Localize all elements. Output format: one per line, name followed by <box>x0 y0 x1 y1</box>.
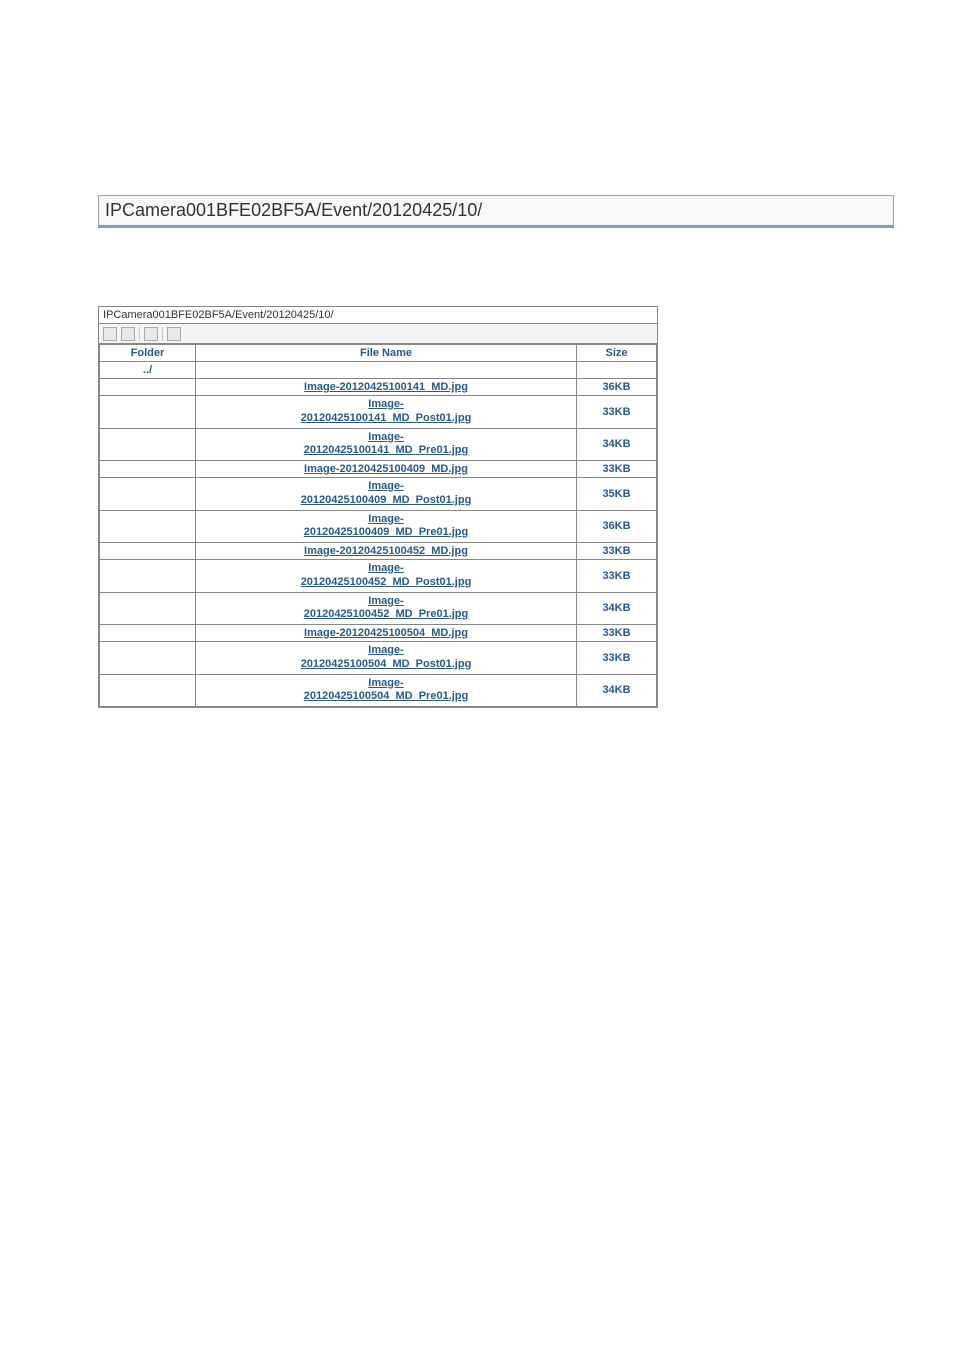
cell-folder <box>100 560 196 593</box>
file-link[interactable]: Image-20120425100504_MD_Pre01.jpg <box>304 677 469 703</box>
cell-size: 34KB <box>577 592 657 625</box>
table-row: Image-20120425100409_MD_Pre01.jpg 36KB <box>100 510 657 543</box>
cell-size: 34KB <box>577 428 657 461</box>
cell-filename: Image-20120425100452_MD_Post01.jpg <box>196 560 577 593</box>
up-link[interactable]: ../ <box>143 364 152 376</box>
cell-folder <box>100 625 196 642</box>
cell-folder <box>100 478 196 511</box>
cell-size: 33KB <box>577 461 657 478</box>
cell-folder <box>100 428 196 461</box>
cell-size: 33KB <box>577 642 657 675</box>
cell-folder-up[interactable]: ../ <box>100 362 196 379</box>
browser-toolbar <box>99 324 657 344</box>
cell-filename: Image-20120425100504_MD.jpg <box>196 625 577 642</box>
table-row: Image-20120425100141_MD_Pre01.jpg 34KB <box>100 428 657 461</box>
cell-size: 36KB <box>577 510 657 543</box>
file-link[interactable]: Image-20120425100409_MD_Post01.jpg <box>301 480 472 506</box>
cell-size: 33KB <box>577 543 657 560</box>
table-row: Image-20120425100141_MD.jpg 36KB <box>100 379 657 396</box>
path-header: IPCamera001BFE02BF5A/Event/20120425/10/ <box>98 195 894 228</box>
file-link[interactable]: Image-20120425100452_MD_Pre01.jpg <box>304 595 469 621</box>
file-link[interactable]: Image-20120425100504_MD.jpg <box>304 627 468 639</box>
cell-folder <box>100 592 196 625</box>
cell-folder <box>100 674 196 707</box>
table-row-up: ../ <box>100 362 657 379</box>
cell-filename: Image-20120425100141_MD_Pre01.jpg <box>196 428 577 461</box>
file-link[interactable]: Image-20120425100409_MD_Pre01.jpg <box>304 513 469 539</box>
table-row: Image-20120425100504_MD_Pre01.jpg 34KB <box>100 674 657 707</box>
file-link[interactable]: Image-20120425100452_MD.jpg <box>304 545 468 557</box>
cell-filename-empty <box>196 362 577 379</box>
home-icon[interactable] <box>121 327 135 341</box>
table-header-row: Folder File Name Size <box>100 345 657 362</box>
cell-filename: Image-20120425100141_MD_Post01.jpg <box>196 396 577 429</box>
cell-size: 35KB <box>577 478 657 511</box>
file-link[interactable]: Image-20120425100141_MD.jpg <box>304 381 468 393</box>
cell-size: 36KB <box>577 379 657 396</box>
cell-filename: Image-20120425100504_MD_Post01.jpg <box>196 642 577 675</box>
cell-size-empty <box>577 362 657 379</box>
table-row: Image-20120425100504_MD_Post01.jpg 33KB <box>100 642 657 675</box>
file-link[interactable]: Image-20120425100141_MD_Post01.jpg <box>301 398 472 424</box>
table-row: Image-20120425100409_MD_Post01.jpg 35KB <box>100 478 657 511</box>
table-row: Image-20120425100141_MD_Post01.jpg 33KB <box>100 396 657 429</box>
file-link[interactable]: Image-20120425100141_MD_Pre01.jpg <box>304 431 469 457</box>
table-row: Image-20120425100452_MD.jpg 33KB <box>100 543 657 560</box>
save-icon[interactable] <box>144 327 158 341</box>
toolbar-separator <box>162 327 163 341</box>
cell-size: 33KB <box>577 396 657 429</box>
play-icon[interactable] <box>167 327 181 341</box>
table-row: Image-20120425100409_MD.jpg 33KB <box>100 461 657 478</box>
cell-size: 33KB <box>577 560 657 593</box>
cell-folder <box>100 543 196 560</box>
col-header-size[interactable]: Size <box>577 345 657 362</box>
cell-filename: Image-20120425100452_MD.jpg <box>196 543 577 560</box>
file-table: Folder File Name Size ../ Image-20120425… <box>99 344 657 707</box>
file-browser-panel: IPCamera001BFE02BF5A/Event/20120425/10/ … <box>98 306 658 708</box>
cell-filename: Image-20120425100141_MD.jpg <box>196 379 577 396</box>
toolbar-separator <box>139 327 140 341</box>
browser-path-bar: IPCamera001BFE02BF5A/Event/20120425/10/ <box>99 307 657 324</box>
cell-filename: Image-20120425100452_MD_Pre01.jpg <box>196 592 577 625</box>
cell-filename: Image-20120425100504_MD_Pre01.jpg <box>196 674 577 707</box>
cell-size: 33KB <box>577 625 657 642</box>
cell-folder <box>100 510 196 543</box>
path-header-text: IPCamera001BFE02BF5A/Event/20120425/10/ <box>105 200 482 220</box>
file-link[interactable]: Image-20120425100409_MD.jpg <box>304 463 468 475</box>
cell-size: 34KB <box>577 674 657 707</box>
cell-folder <box>100 461 196 478</box>
col-header-filename[interactable]: File Name <box>196 345 577 362</box>
file-link[interactable]: Image-20120425100504_MD_Post01.jpg <box>301 644 472 670</box>
cell-folder <box>100 396 196 429</box>
table-row: Image-20120425100452_MD_Pre01.jpg 34KB <box>100 592 657 625</box>
file-link[interactable]: Image-20120425100452_MD_Post01.jpg <box>301 562 472 588</box>
browser-path-text: IPCamera001BFE02BF5A/Event/20120425/10/ <box>103 309 334 321</box>
cell-folder <box>100 642 196 675</box>
up-icon[interactable] <box>103 327 117 341</box>
col-header-folder[interactable]: Folder <box>100 345 196 362</box>
table-row: Image-20120425100504_MD.jpg 33KB <box>100 625 657 642</box>
cell-folder <box>100 379 196 396</box>
cell-filename: Image-20120425100409_MD_Pre01.jpg <box>196 510 577 543</box>
cell-filename: Image-20120425100409_MD.jpg <box>196 461 577 478</box>
table-row: Image-20120425100452_MD_Post01.jpg 33KB <box>100 560 657 593</box>
cell-filename: Image-20120425100409_MD_Post01.jpg <box>196 478 577 511</box>
